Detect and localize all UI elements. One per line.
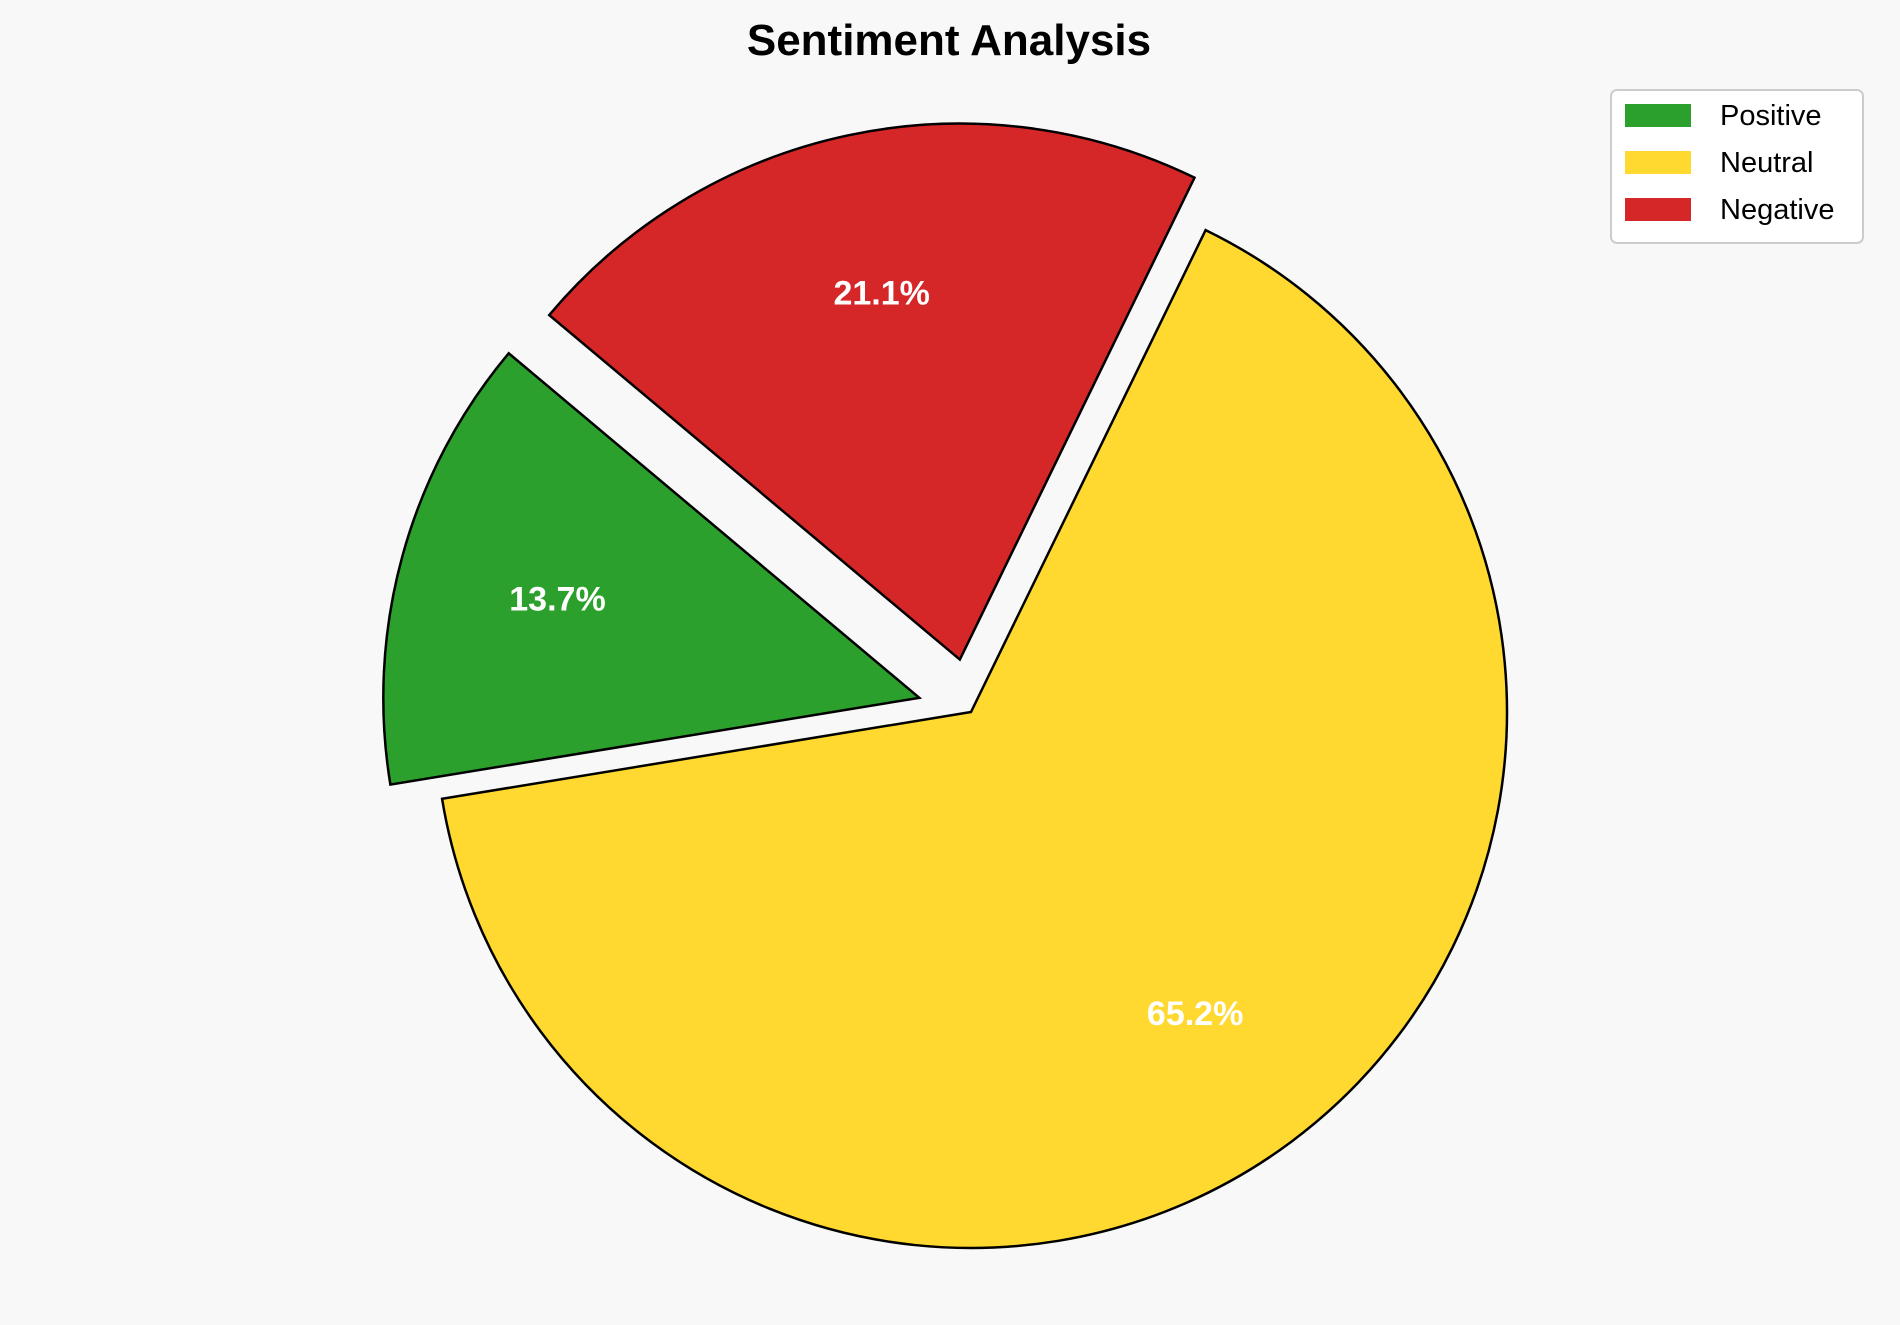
legend-label-neutral: Neutral [1720, 147, 1814, 179]
pct-label-neutral: 65.2% [1147, 995, 1243, 1033]
legend-swatch-neutral [1625, 151, 1691, 174]
legend-label-positive: Positive [1720, 100, 1822, 132]
slice-negative [547, 122, 1197, 662]
slice-neutral [440, 228, 1509, 1250]
legend-swatch-negative [1625, 198, 1691, 221]
slice-positive [382, 351, 923, 787]
pct-label-positive: 13.7% [509, 581, 605, 619]
legend: Positive Neutral Negative [1610, 89, 1864, 244]
legend-swatch-positive [1625, 104, 1691, 127]
legend-label-negative: Negative [1720, 194, 1834, 226]
slice-labels: 13.7% 65.2% 21.1% [509, 275, 1243, 1033]
slices [382, 122, 1509, 1250]
pct-label-negative: 21.1% [833, 275, 929, 313]
chart-title: Sentiment Analysis [747, 16, 1151, 65]
